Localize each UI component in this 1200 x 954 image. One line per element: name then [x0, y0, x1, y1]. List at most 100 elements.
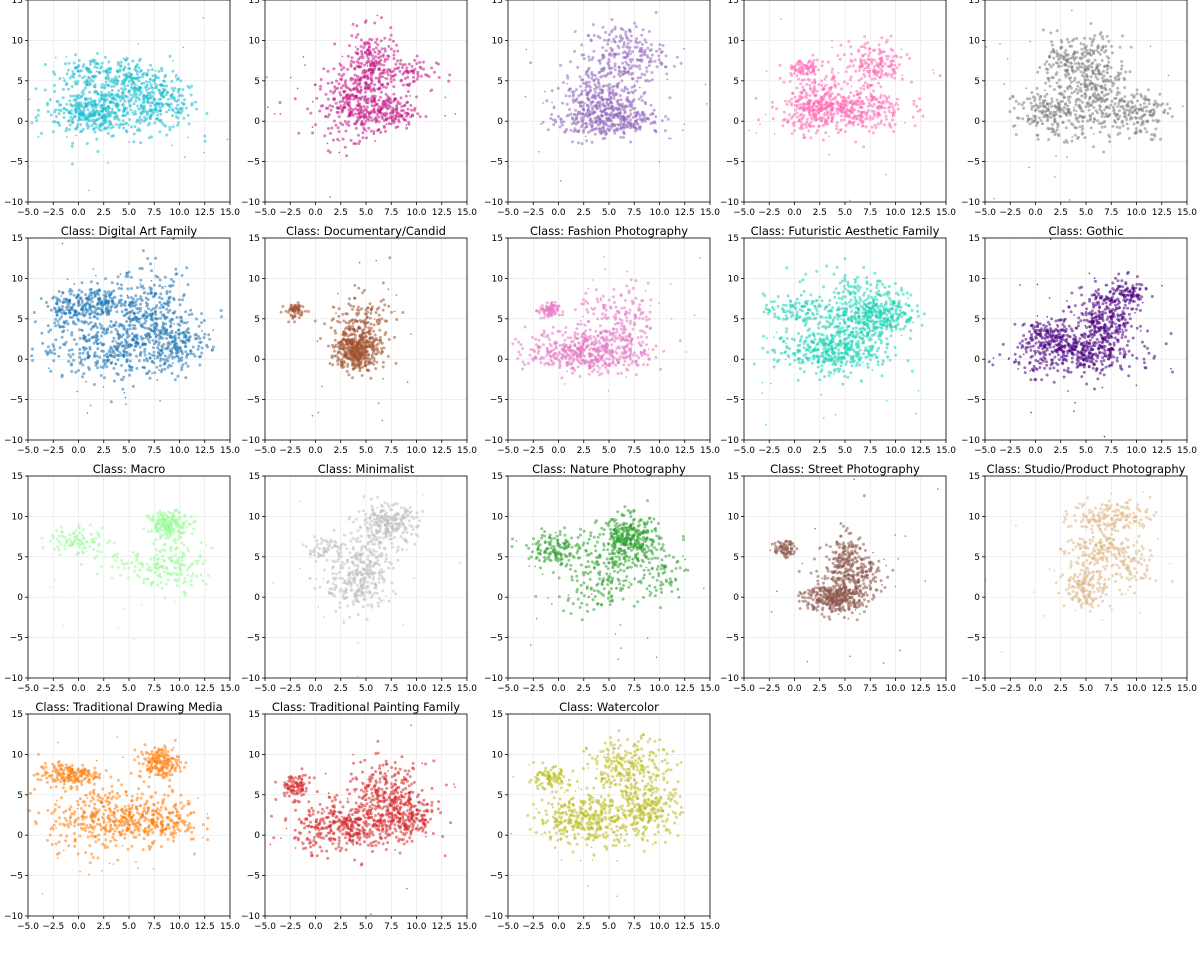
data-point	[162, 95, 166, 99]
data-point	[895, 66, 899, 70]
data-point	[383, 36, 387, 40]
data-point	[622, 108, 626, 112]
data-point	[165, 307, 169, 311]
outlier-point	[369, 79, 372, 81]
data-point	[921, 114, 925, 118]
data-point	[628, 29, 632, 33]
outlier-point	[634, 84, 636, 86]
data-point	[82, 337, 86, 341]
data-point	[571, 94, 575, 98]
data-point	[370, 119, 374, 123]
data-point	[1071, 123, 1075, 127]
data-point	[148, 80, 151, 84]
data-point	[1108, 140, 1112, 144]
data-point	[576, 141, 580, 145]
data-point	[1083, 136, 1087, 140]
data-point	[326, 81, 330, 85]
data-point	[608, 82, 612, 86]
data-point	[112, 101, 116, 105]
data-point	[573, 49, 576, 53]
data-point	[815, 105, 819, 109]
data-point	[203, 134, 207, 138]
data-point	[134, 94, 138, 98]
data-point	[600, 119, 604, 123]
data-point	[168, 54, 172, 58]
data-point	[597, 104, 601, 108]
data-point	[36, 113, 40, 117]
data-point	[139, 141, 143, 145]
data-point	[80, 129, 84, 133]
outlier-point	[338, 151, 341, 154]
data-point	[1142, 101, 1146, 105]
data-point	[103, 126, 107, 130]
outlier-point	[897, 104, 899, 106]
data-point	[405, 126, 409, 130]
outlier-point	[354, 46, 357, 48]
data-point	[386, 95, 390, 99]
data-point	[387, 122, 391, 125]
data-point	[336, 126, 340, 130]
outlier-point	[885, 173, 887, 176]
data-point	[1050, 76, 1054, 80]
data-point	[311, 131, 315, 135]
data-point	[406, 75, 410, 79]
data-point	[1086, 78, 1090, 82]
data-point	[98, 355, 102, 359]
data-point	[856, 100, 860, 103]
outlier-point	[828, 135, 830, 137]
data-point	[643, 100, 647, 104]
data-point	[91, 79, 95, 83]
data-point	[86, 108, 90, 111]
data-point	[329, 89, 333, 93]
x-tick-label: −2.5	[758, 208, 780, 218]
data-point	[74, 110, 78, 114]
data-point	[48, 98, 52, 102]
data-point	[639, 76, 642, 80]
data-point	[654, 115, 658, 119]
data-point	[651, 112, 655, 116]
data-point	[386, 73, 390, 77]
data-point	[157, 69, 161, 73]
outlier-point	[1080, 130, 1083, 132]
data-point	[872, 114, 876, 118]
data-point	[82, 108, 86, 112]
data-point	[1105, 105, 1109, 109]
data-point	[382, 112, 386, 116]
data-point	[348, 88, 352, 91]
data-point	[812, 124, 816, 128]
data-point	[582, 57, 586, 61]
data-point	[610, 28, 614, 32]
data-point	[875, 63, 879, 67]
data-point	[95, 61, 99, 65]
data-point	[804, 123, 808, 127]
data-point	[585, 70, 589, 74]
data-point	[800, 120, 803, 124]
data-point	[629, 60, 633, 64]
data-point	[52, 359, 56, 363]
data-point	[1145, 119, 1149, 123]
data-point	[607, 118, 611, 122]
data-point	[1030, 117, 1034, 121]
data-point	[342, 105, 346, 109]
data-point	[130, 87, 134, 91]
data-point	[889, 125, 893, 129]
data-point	[360, 52, 364, 56]
outlier-point	[683, 47, 685, 50]
data-point	[92, 341, 96, 345]
data-point	[625, 87, 629, 91]
data-point	[1124, 115, 1128, 119]
data-point	[148, 91, 152, 95]
outlier-point	[76, 126, 79, 128]
data-point	[94, 103, 98, 107]
data-point	[123, 113, 127, 117]
data-point	[1084, 94, 1088, 98]
data-point	[117, 89, 121, 93]
data-point	[1064, 126, 1068, 130]
data-point	[101, 98, 105, 102]
data-point	[805, 83, 809, 86]
data-point	[1096, 50, 1100, 54]
data-point	[1099, 121, 1103, 125]
data-point	[839, 114, 843, 118]
data-point	[817, 124, 821, 128]
data-point	[1150, 108, 1154, 112]
